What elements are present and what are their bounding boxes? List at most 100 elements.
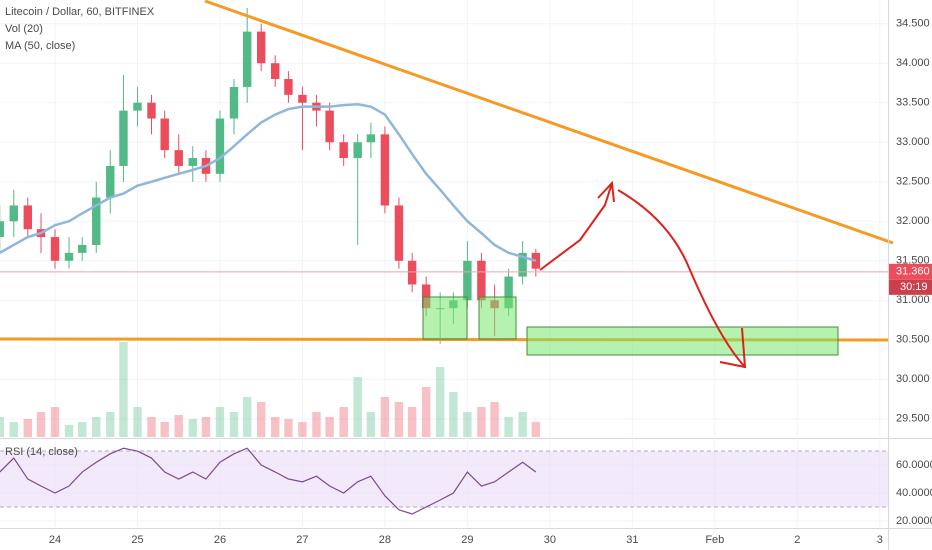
volume-bar <box>9 422 18 437</box>
countdown-tag <box>889 279 932 295</box>
x-tick-label: 26 <box>214 534 226 546</box>
y-tick-label: 30.000 <box>896 373 930 385</box>
price-tag-label: 31.360 <box>896 266 930 278</box>
y-tick-label: 29.500 <box>896 413 930 425</box>
axes: 24 25 26 27 28 29 30 31 Feb 2 3 29.500 30.000 30.500 3… <box>49 18 932 546</box>
y-tick-label: 33.500 <box>896 97 930 109</box>
y-tick-label: 30.500 <box>896 334 930 346</box>
target-box <box>526 326 839 356</box>
volume-bar <box>188 419 197 437</box>
candle-body <box>256 31 266 64</box>
candle-body <box>133 102 142 111</box>
candle-body <box>463 260 472 301</box>
annotations <box>0 0 894 369</box>
x-tick-label: 29 <box>461 534 473 546</box>
volume-bar <box>490 402 499 437</box>
candle-body <box>215 118 225 174</box>
x-tick-label: 30 <box>544 534 556 546</box>
y-tick-label: 32.000 <box>896 215 930 227</box>
volume-bar <box>421 387 431 437</box>
candle-body <box>0 221 4 238</box>
volume-bar <box>119 342 128 437</box>
legend-volume: Vol (20) <box>5 23 43 35</box>
candle-body <box>64 252 74 261</box>
candle-body <box>477 260 486 301</box>
rsi-pane <box>0 447 888 515</box>
x-tick-label: 3 <box>877 534 883 546</box>
volume-bar <box>0 417 4 437</box>
y-tick-label: 31.500 <box>896 255 930 267</box>
arrow <box>539 180 615 271</box>
volume-bar <box>36 412 46 437</box>
y-tick-label: 34.500 <box>896 18 930 30</box>
candle-body <box>353 142 362 159</box>
candle-body <box>106 165 115 198</box>
candle-body <box>298 94 307 103</box>
arrow <box>617 189 747 369</box>
volume-bar <box>394 402 404 437</box>
candle-body <box>188 158 197 166</box>
volume-bar <box>407 407 417 437</box>
x-tick-label: 27 <box>296 534 308 546</box>
x-tick-label: 2 <box>794 534 800 546</box>
price-tag <box>889 263 932 280</box>
volume-bar <box>106 412 115 437</box>
candle-body <box>229 86 239 119</box>
candle-body <box>407 260 417 285</box>
candle-body <box>160 118 169 151</box>
rsi-line <box>0 447 537 515</box>
candle-body <box>366 134 376 143</box>
x-tick-label: Feb <box>705 534 724 546</box>
volume-bar <box>463 412 472 437</box>
volume <box>0 342 541 437</box>
volume-bar <box>284 419 293 437</box>
y-tick-label: 20.0000 <box>896 515 932 527</box>
candle-body <box>9 205 18 222</box>
x-tick-label: 25 <box>131 534 143 546</box>
candle-body <box>119 110 128 166</box>
candle-body <box>271 63 280 80</box>
y-tick-label: 40.0000 <box>896 487 932 499</box>
volume-bar <box>147 417 156 437</box>
zone-box <box>478 296 517 340</box>
candle-body <box>518 252 527 277</box>
trend-line <box>204 0 894 245</box>
countdown-label: 30:19 <box>900 281 928 293</box>
zone-box <box>422 296 468 340</box>
candle-body <box>421 284 431 309</box>
candle-body <box>23 205 32 230</box>
candle-body <box>50 237 60 261</box>
volume-bar <box>23 419 32 437</box>
x-tick-label: 28 <box>379 534 391 546</box>
candle-body <box>92 197 101 245</box>
volume-bar <box>380 397 390 437</box>
candle-body <box>380 134 390 206</box>
volume-bar <box>229 412 239 437</box>
legend-rsi: RSI (14, close) <box>5 446 78 458</box>
volume-bar <box>174 415 183 437</box>
volume-bar <box>449 392 458 437</box>
volume-bar <box>339 407 348 437</box>
y-tick-label: 34.000 <box>896 57 930 69</box>
y-tick-label: 33.000 <box>896 136 930 148</box>
volume-bar <box>160 422 169 437</box>
volume-bar <box>271 417 280 437</box>
legend-ma: MA (50, close) <box>5 40 75 52</box>
x-tick-label: 24 <box>49 534 61 546</box>
chart-title: Litecoin / Dollar, 60, BITFINEX <box>5 6 155 18</box>
candle-body <box>147 102 156 119</box>
volume-bar <box>64 425 74 437</box>
candle-body <box>78 244 87 253</box>
volume-bar <box>504 417 513 437</box>
volume-bar <box>477 407 486 437</box>
candle-body <box>284 79 293 95</box>
volume-bar <box>435 367 445 437</box>
price-pane <box>0 7 888 344</box>
volume-bar <box>201 417 211 437</box>
y-tick-label: 31.000 <box>896 294 930 306</box>
volume-bar <box>531 422 541 437</box>
x-tick-label: 31 <box>626 534 638 546</box>
candle-body <box>339 142 348 159</box>
ma-line <box>0 103 537 262</box>
volume-bar <box>366 412 376 437</box>
